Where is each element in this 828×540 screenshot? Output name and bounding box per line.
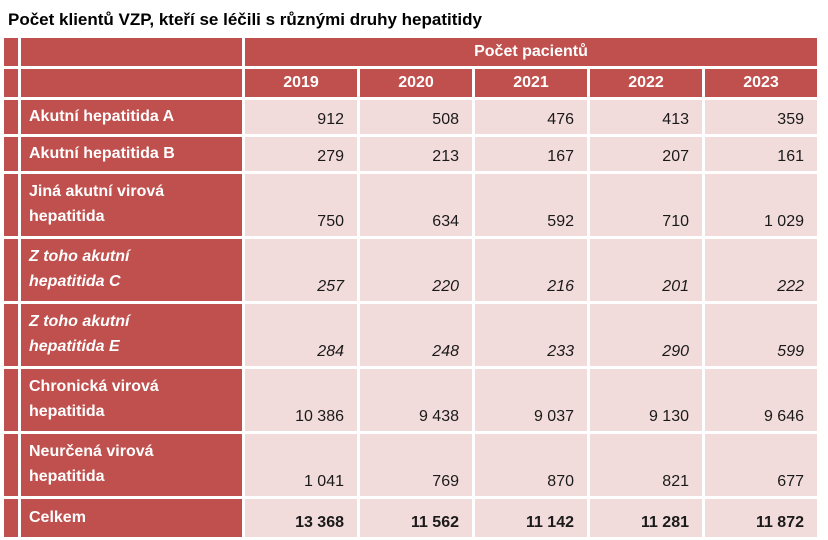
row-stub-cell	[4, 100, 18, 134]
value-cell: 634	[360, 174, 472, 236]
value-cell: 413	[590, 100, 702, 134]
value-cell: 1 029	[705, 174, 817, 236]
value-cell: 750	[245, 174, 357, 236]
value-cell: 1 041	[245, 434, 357, 496]
value-cell: 476	[475, 100, 587, 134]
row-stub-cell	[4, 137, 18, 171]
row-label: Celkem	[21, 499, 242, 537]
value-cell: 359	[705, 100, 817, 134]
value-cell: 222	[705, 239, 817, 301]
header-label-stub-cell	[21, 38, 242, 66]
row-stub-cell	[4, 239, 18, 301]
row-stub-cell	[4, 369, 18, 431]
value-cell: 233	[475, 304, 587, 366]
value-cell: 912	[245, 100, 357, 134]
row-stub-cell	[4, 174, 18, 236]
row-label: Z toho akutní hepatitida E	[21, 304, 242, 366]
row-label: Z toho akutní hepatitida C	[21, 239, 242, 301]
value-cell: 167	[475, 137, 587, 171]
row-label: Akutní hepatitida A	[21, 100, 242, 134]
value-cell: 284	[245, 304, 357, 366]
hepatitis-patients-table: Počet pacientů 2019 2020 2021 2022 2023 Akut…	[1, 35, 820, 540]
value-cell: 599	[705, 304, 817, 366]
table-group-header: Počet pacientů	[245, 38, 817, 66]
value-cell: 9 037	[475, 369, 587, 431]
year-header-2019: 2019	[245, 69, 357, 97]
row-label: Akutní hepatitida B	[21, 137, 242, 171]
table-row: Akutní hepatitida A 912 508 476 413 359	[4, 100, 817, 134]
value-cell: 11 872	[705, 499, 817, 537]
value-cell: 821	[590, 434, 702, 496]
table-row: Neurčená virová hepatitida 1 041 769 870 821…	[4, 434, 817, 496]
value-cell: 257	[245, 239, 357, 301]
value-cell: 213	[360, 137, 472, 171]
row-stub-cell	[4, 434, 18, 496]
value-cell: 710	[590, 174, 702, 236]
value-cell: 220	[360, 239, 472, 301]
value-cell: 279	[245, 137, 357, 171]
value-cell: 248	[360, 304, 472, 366]
page-title: Počet klientů VZP, kteří se léčili s růz…	[8, 10, 482, 29]
value-cell: 290	[590, 304, 702, 366]
value-cell: 207	[590, 137, 702, 171]
table-row: Akutní hepatitida B 279 213 167 207 161	[4, 137, 817, 171]
year-header-2020: 2020	[360, 69, 472, 97]
value-cell: 216	[475, 239, 587, 301]
header-stub-cell	[4, 38, 18, 66]
year-header-2021: 2021	[475, 69, 587, 97]
value-cell: 11 281	[590, 499, 702, 537]
year-header-row: 2019 2020 2021 2022 2023	[4, 69, 817, 97]
value-cell: 9 130	[590, 369, 702, 431]
table-row: Chronická virová hepatitida 10 386 9 438 9 …	[4, 369, 817, 431]
value-cell: 508	[360, 100, 472, 134]
value-cell: 9 646	[705, 369, 817, 431]
value-cell: 870	[475, 434, 587, 496]
value-cell: 201	[590, 239, 702, 301]
year-header-2022: 2022	[590, 69, 702, 97]
row-label: Jiná akutní virová hepatitida	[21, 174, 242, 236]
table-row: Celkem 13 368 11 562 11 142 11 281 11 872	[4, 499, 817, 537]
value-cell: 11 562	[360, 499, 472, 537]
row-label: Neurčená virová hepatitida	[21, 434, 242, 496]
value-cell: 677	[705, 434, 817, 496]
value-cell: 11 142	[475, 499, 587, 537]
value-cell: 161	[705, 137, 817, 171]
table-row: Z toho akutní hepatitida E 284 248 233 290 59…	[4, 304, 817, 366]
value-cell: 592	[475, 174, 587, 236]
value-cell: 769	[360, 434, 472, 496]
table-row: Z toho akutní hepatitida C 257 220 216 201 22…	[4, 239, 817, 301]
row-stub-cell	[4, 304, 18, 366]
group-header-row: Počet pacientů	[4, 38, 817, 66]
year-header-2023: 2023	[705, 69, 817, 97]
row-stub-cell	[4, 499, 18, 537]
value-cell: 13 368	[245, 499, 357, 537]
header-stub-cell	[4, 69, 18, 97]
row-label: Chronická virová hepatitida	[21, 369, 242, 431]
value-cell: 9 438	[360, 369, 472, 431]
header-label-stub-cell	[21, 69, 242, 97]
table-row: Jiná akutní virová hepatitida 750 634 592 71…	[4, 174, 817, 236]
value-cell: 10 386	[245, 369, 357, 431]
